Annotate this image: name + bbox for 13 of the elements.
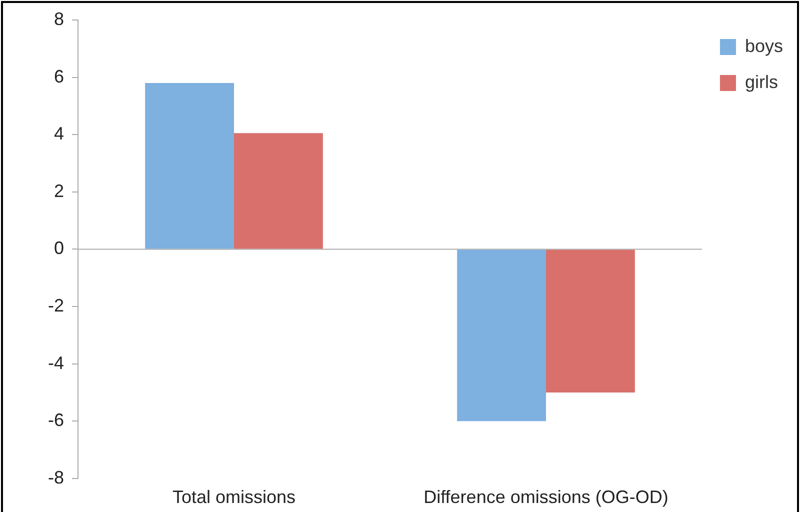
y-tick-label: -2	[48, 295, 64, 316]
y-tick-label: 6	[54, 66, 64, 86]
x-tick-label: Total omissions	[172, 487, 296, 508]
y-tick-label: 2	[54, 180, 64, 201]
y-tick-label: -6	[48, 410, 64, 430]
legend-label: boys	[744, 36, 784, 56]
y-tick-label: 8	[54, 8, 64, 29]
y-tick-label: 4	[54, 124, 64, 144]
x-tick-label: Difference omissions (OG-OD)	[424, 487, 668, 508]
y-tick-label: 0	[54, 238, 64, 258]
y-tick-label: -8	[48, 467, 64, 488]
legend-label: girls	[744, 72, 778, 92]
y-tick-label: -4	[48, 352, 64, 373]
